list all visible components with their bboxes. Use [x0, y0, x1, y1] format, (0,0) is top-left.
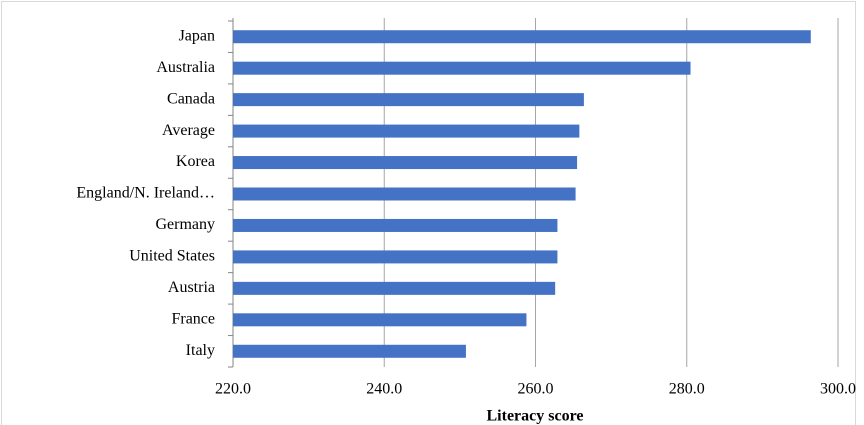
x-tick-label: 220.0	[215, 381, 251, 398]
bar	[233, 281, 556, 295]
bar	[233, 93, 584, 107]
y-tick-label: United States	[129, 248, 215, 265]
y-tick-label: Australia	[156, 59, 215, 76]
y-tick-label: Germany	[155, 216, 215, 233]
y-tick-label: Japan	[179, 27, 215, 44]
x-tick-label: 260.0	[518, 381, 554, 398]
bar	[233, 218, 558, 232]
y-tick-label: Italy	[186, 342, 215, 359]
bar	[233, 344, 466, 358]
x-tick-label: 280.0	[669, 381, 705, 398]
bar	[233, 156, 578, 170]
bar	[233, 250, 558, 264]
bar	[233, 313, 527, 327]
y-tick-label: Korea	[176, 153, 215, 170]
bar	[233, 124, 580, 138]
y-tick-label: England/N. Ireland…	[76, 185, 215, 202]
bar	[233, 61, 691, 75]
y-tick-label: Canada	[167, 90, 215, 107]
y-tick-label: Austria	[168, 279, 215, 296]
y-tick-label: France	[171, 310, 215, 327]
x-axis-title: Literacy score	[487, 408, 584, 425]
y-tick-label: Average	[162, 122, 215, 139]
bar	[233, 187, 576, 201]
x-tick-label: 300.0	[820, 381, 856, 398]
bar	[233, 30, 811, 44]
x-tick-label: 240.0	[366, 381, 402, 398]
